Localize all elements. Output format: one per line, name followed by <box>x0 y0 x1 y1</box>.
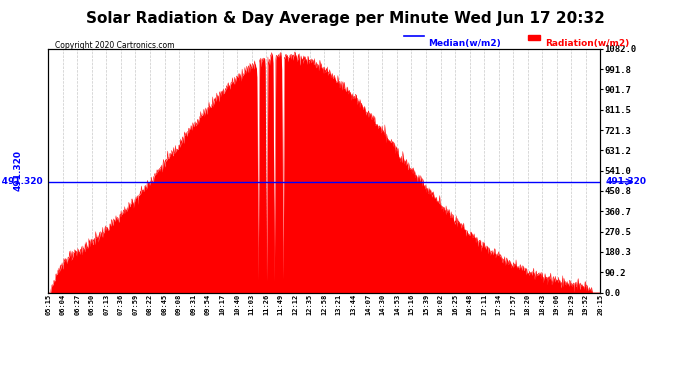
Text: Solar Radiation & Day Average per Minute Wed Jun 17 20:32: Solar Radiation & Day Average per Minute… <box>86 11 604 26</box>
Text: 491.320: 491.320 <box>606 177 647 186</box>
Text: Median(w/m2): Median(w/m2) <box>428 39 500 48</box>
Text: Copyright 2020 Cartronics.com: Copyright 2020 Cartronics.com <box>55 41 175 50</box>
Text: Radiation(w/m2): Radiation(w/m2) <box>545 39 629 48</box>
Text: → 491.320: → 491.320 <box>0 177 43 186</box>
Text: 491.320: 491.320 <box>13 150 23 191</box>
